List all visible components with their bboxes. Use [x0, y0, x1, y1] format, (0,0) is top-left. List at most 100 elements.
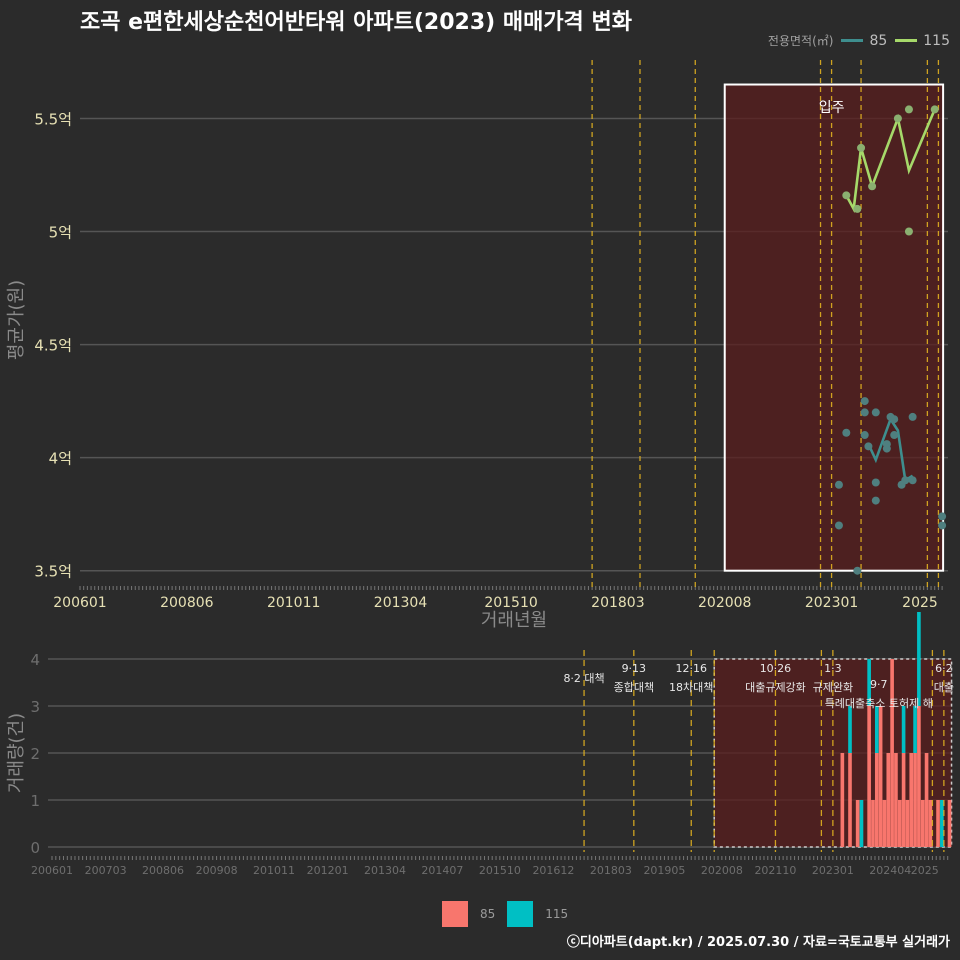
bar-x-tick-label: 201803: [590, 864, 632, 877]
source-footer: ⓒ디아파트(dapt.kr) / 2025.07.30 / 자료=국토교통부 실…: [566, 935, 950, 950]
bar-85: [936, 800, 940, 847]
x-tick-label: 200806: [160, 595, 214, 611]
annotation-label: 입주: [819, 100, 845, 116]
data-point-85: [890, 415, 899, 424]
data-point-85: [834, 480, 843, 489]
bar-85: [917, 706, 921, 847]
data-point-115: [868, 182, 877, 191]
legend-swatch-115: [895, 39, 918, 42]
legend-title: 전용면적(㎡): [767, 34, 834, 48]
policy-label-name: 18차대책: [669, 681, 713, 694]
data-point-85: [853, 566, 862, 575]
x-tick-label: 201510: [484, 595, 537, 611]
y-tick-label: 4.5억: [34, 337, 72, 355]
x-tick-label: 2025: [902, 595, 938, 611]
bar-85: [924, 753, 929, 847]
policy-label-name: 9·7: [870, 678, 888, 691]
bar-legend-label-85: 85: [480, 907, 496, 921]
bar-85: [928, 800, 933, 847]
data-point-85: [882, 444, 891, 453]
bar-85: [897, 800, 902, 847]
bar-x-tick-label: 201011: [253, 864, 295, 877]
occupancy-shade-box: [723, 83, 945, 572]
bar-legend-item-85: 85: [442, 901, 495, 927]
policy-label-date: 9·13: [622, 662, 647, 675]
bar-115: [917, 612, 921, 706]
bar-x-tick-label: 201304: [364, 864, 406, 877]
data-point-85: [864, 442, 873, 451]
bar-x-tick-label: 200601: [31, 864, 73, 877]
policy-label-name: 8·2 대책: [563, 672, 604, 685]
legend-label-115: 115: [923, 32, 950, 49]
bar-x-tick-label: 201612: [532, 864, 574, 877]
y-tick-label: 5.5억: [34, 110, 72, 128]
x-tick-label: 200601: [53, 595, 106, 611]
data-point-115: [904, 227, 913, 236]
bar-y-tick-label: 4: [30, 651, 40, 669]
data-point-85: [938, 512, 947, 521]
data-point-115: [904, 105, 913, 114]
legend-label-85: 85: [869, 32, 888, 49]
policy-label-name: 대출규제강화: [745, 681, 806, 694]
bar-y-axis-title: 거래량(건): [6, 713, 27, 793]
chart-title: 조곡 e편한세상순천어반타워 아파트(2023) 매매가격 변화: [80, 10, 632, 35]
bar-85: [855, 800, 860, 847]
data-point-85: [908, 476, 917, 485]
bar-x-tick-label: 202404: [869, 864, 911, 877]
legend-swatch-85: [841, 39, 864, 42]
bar-85: [905, 800, 910, 847]
policy-label-date: 6·2: [935, 662, 953, 675]
data-point-85: [871, 496, 880, 505]
data-point-85: [908, 412, 917, 421]
bar-x-tick-label: 201510: [479, 864, 521, 877]
x-tick-label: 202301: [805, 595, 858, 611]
data-point-85: [871, 408, 880, 417]
data-point-85: [890, 431, 899, 440]
policy-label-name: 특례대출축소 토허제 해: [825, 696, 933, 710]
bar-x-tick-label: 202110: [754, 864, 796, 877]
x-tick-label: 201011: [267, 595, 320, 611]
bar-85: [890, 659, 894, 847]
bar-115: [859, 800, 864, 847]
policy-label-name: 대출: [934, 681, 954, 694]
bar-85: [882, 800, 887, 847]
legend-item-85: 85: [841, 33, 887, 49]
bar-x-tick-label: 202008: [701, 864, 743, 877]
bar-x-tick-label: 200703: [85, 864, 127, 877]
bar-x-tick-label: 201407: [421, 864, 463, 877]
bar-85: [867, 706, 871, 847]
x-tick-label: 202008: [698, 595, 751, 611]
bar-115: [867, 659, 871, 706]
bar-x-tick-label: 200908: [196, 864, 238, 877]
bar-y-tick-label: 2: [30, 745, 40, 763]
bar-115: [913, 706, 917, 753]
y-axis-title: 평균가(원): [6, 280, 27, 360]
y-tick-label: 3.5억: [34, 563, 72, 581]
data-point-85: [901, 476, 910, 485]
bar-x-tick-label: 201201: [307, 864, 349, 877]
x-axis-title: 거래년월: [481, 610, 547, 631]
policy-label-date: 1·3: [824, 662, 842, 675]
bottom-legend: 85 115: [442, 901, 568, 927]
bar-115: [874, 706, 879, 753]
bar-85: [894, 753, 898, 847]
bar-y-tick-label: 0: [30, 839, 40, 857]
bar-115: [848, 706, 852, 753]
bar-x-tick-label: 202301: [812, 864, 854, 877]
data-point-85: [871, 478, 880, 487]
bar-legend-item-115: 115: [507, 901, 568, 927]
top-legend: 전용면적(㎡) 85 115: [768, 32, 950, 49]
bar-85: [901, 753, 906, 847]
bar-85: [840, 753, 845, 847]
bar-y-tick-label: 3: [30, 698, 40, 716]
policy-label-date: 10·26: [760, 662, 792, 675]
x-tick-label: 201803: [591, 595, 644, 611]
legend-item-115: 115: [895, 33, 950, 49]
policy-labels: 8·2 대책 9·13 종합대책 12·16 18차대책 10·26 대출규제강화 1·3 규제…: [563, 662, 954, 710]
data-point-115: [842, 191, 851, 200]
policy-label-name: 종합대책: [614, 681, 654, 694]
policy-label-date: 12·16: [675, 662, 707, 675]
data-point-85: [860, 408, 869, 417]
data-point-115: [853, 204, 862, 213]
bar-85: [874, 753, 879, 847]
